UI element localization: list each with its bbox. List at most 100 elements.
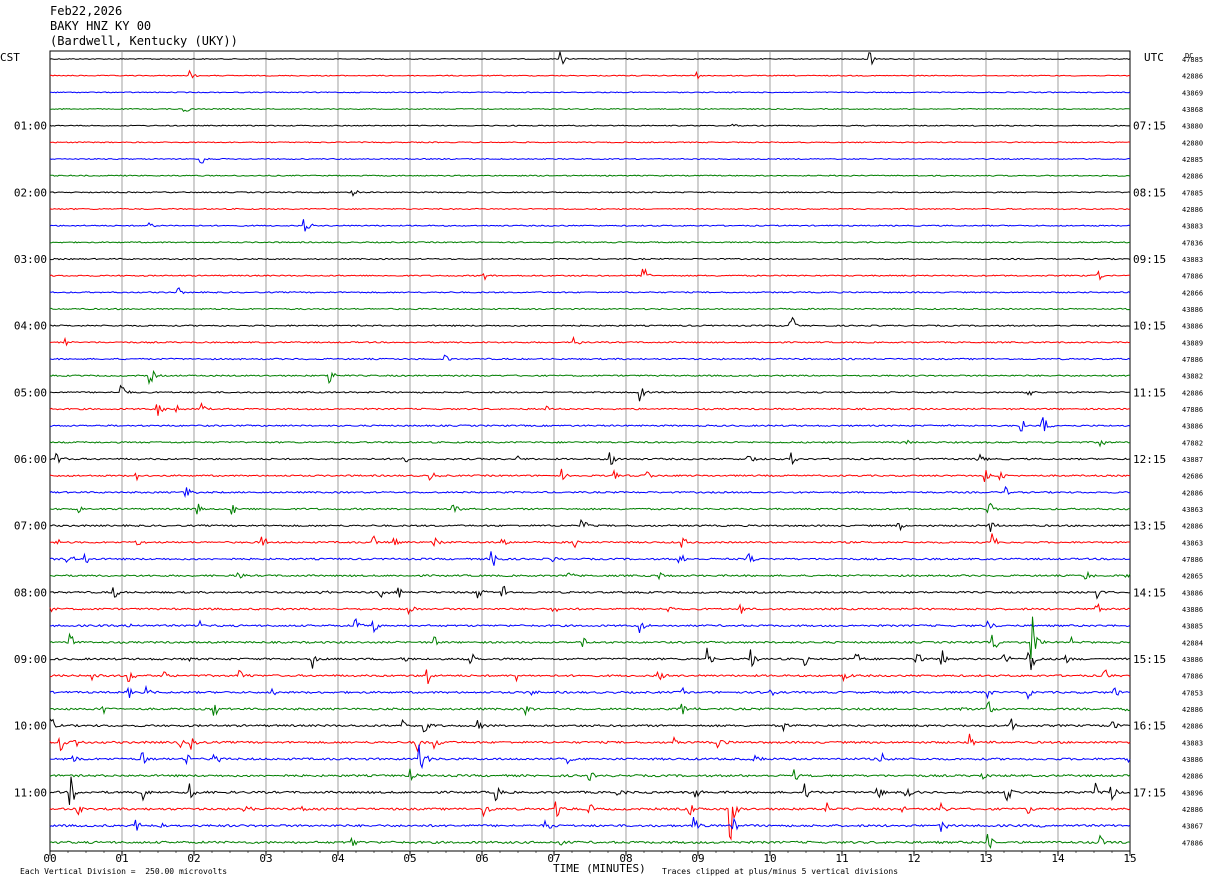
x-tick-label: 12 — [907, 852, 920, 865]
row-dc-value: 43886 — [1182, 656, 1203, 664]
x-tick-label: 00 — [43, 852, 56, 865]
trace-row-20 — [49, 384, 1130, 402]
trace-row-27 — [49, 502, 1131, 515]
row-dc-value: 42886 — [1182, 489, 1203, 497]
row-dc-value: 43868 — [1182, 106, 1203, 114]
row-dc-value: 43863 — [1182, 539, 1203, 547]
trace-row-38 — [49, 684, 1131, 701]
row-dc-value: 43883 — [1182, 223, 1203, 231]
row-dc-value: 42865 — [1182, 573, 1203, 581]
trace-row-39 — [49, 700, 1131, 717]
right-hour-label: 13:15 — [1133, 520, 1166, 533]
trace-row-26 — [49, 485, 1131, 499]
row-dc-value: 42884 — [1182, 639, 1203, 647]
left-hour-label: 10:00 — [14, 720, 47, 733]
row-dc-value: 42886 — [1182, 206, 1203, 214]
trace-row-35 — [49, 616, 1131, 659]
trace-row-16 — [49, 316, 1131, 327]
row-dc-value: 47886 — [1182, 556, 1203, 564]
trace-row-23 — [49, 439, 1131, 448]
trace-row-40 — [49, 718, 1131, 733]
right-hour-label: 12:15 — [1133, 453, 1166, 466]
x-tick-label: 08 — [619, 852, 632, 865]
left-hour-label: 05:00 — [14, 386, 47, 399]
row-dc-value: 43885 — [1182, 623, 1203, 631]
right-hour-label: 10:15 — [1133, 320, 1166, 333]
row-dc-value: 42886 — [1182, 173, 1203, 181]
row-dc-value: 43896 — [1182, 789, 1203, 797]
x-tick-label: 07 — [547, 852, 560, 865]
station-code: BAKY HNZ KY 00 — [50, 19, 152, 33]
trace-row-30 — [49, 551, 1131, 566]
row-dc-value: 47886 — [1182, 406, 1203, 414]
clip-note: Traces clipped at plus/minus 5 vertical … — [662, 867, 899, 876]
row-dc-value: 47882 — [1182, 439, 1203, 447]
row-dc-value: 42886 — [1182, 773, 1203, 781]
trace-row-24 — [49, 452, 1131, 466]
left-hour-label: 08:00 — [14, 586, 47, 599]
x-tick-label: 10 — [763, 852, 776, 865]
trace-row-6 — [49, 157, 1131, 164]
plot-date: Feb22,2026 — [50, 4, 123, 18]
x-tick-label: 03 — [259, 852, 272, 865]
trace-row-37 — [49, 669, 1131, 685]
row-dc-value: 47885 — [1182, 56, 1203, 64]
trace-row-29 — [50, 533, 1130, 549]
row-dc-value: 43883 — [1182, 256, 1203, 264]
x-tick-label: 02 — [187, 852, 200, 865]
right-hour-label: 16:15 — [1133, 720, 1166, 733]
row-dc-value: 42686 — [1182, 473, 1203, 481]
row-dc-value: 47886 — [1182, 273, 1203, 281]
trace-row-31 — [49, 570, 1131, 581]
row-dc-value: 43863 — [1182, 506, 1203, 514]
left-hour-label: 02:00 — [14, 186, 47, 199]
row-dc-value: 42880 — [1182, 139, 1203, 147]
trace-row-44 — [49, 776, 1131, 805]
dc-corner-label: DC — [1185, 52, 1193, 60]
row-dc-value: 47886 — [1182, 673, 1203, 681]
trace-row-43 — [49, 768, 1131, 782]
station-location: (Bardwell, Kentucky (UKY)) — [50, 34, 238, 48]
x-tick-label: 05 — [403, 852, 416, 865]
trace-row-15 — [50, 307, 1131, 311]
trace-row-36 — [49, 647, 1131, 671]
row-dc-value: 43886 — [1182, 423, 1203, 431]
trace-row-11 — [49, 241, 1131, 244]
row-dc-value: 43869 — [1182, 89, 1203, 97]
left-hour-label: 09:00 — [14, 653, 47, 666]
right-hour-label: 07:15 — [1133, 120, 1166, 133]
row-dc-value: 43882 — [1182, 373, 1203, 381]
trace-row-25 — [49, 468, 1130, 483]
trace-row-21 — [49, 402, 1131, 416]
x-tick-label: 06 — [475, 852, 488, 865]
row-dc-value: 43883 — [1182, 739, 1203, 747]
trace-row-28 — [50, 518, 1131, 532]
row-dc-value: 43867 — [1182, 823, 1203, 831]
row-dc-value: 43886 — [1182, 606, 1203, 614]
trace-row-19 — [49, 369, 1131, 386]
x-tick-label: 14 — [1051, 852, 1065, 865]
row-dc-value: 43887 — [1182, 456, 1203, 464]
row-dc-value: 47836 — [1182, 239, 1203, 247]
plot-frame — [49, 50, 1131, 852]
left-timezone-label: CST — [0, 51, 20, 64]
trace-row-18 — [49, 354, 1131, 361]
row-dc-value: 43880 — [1182, 123, 1203, 131]
trace-row-33 — [49, 603, 1131, 616]
x-tick-label: 13 — [979, 852, 992, 865]
trace-row-42 — [49, 744, 1131, 770]
x-tick-label: 01 — [115, 852, 128, 865]
x-tick-label: 04 — [331, 852, 345, 865]
row-dc-value: 43889 — [1182, 339, 1203, 347]
right-hour-label: 17:15 — [1133, 786, 1166, 799]
left-hour-label: 06:00 — [14, 453, 47, 466]
trace-row-3 — [49, 107, 1131, 113]
right-hour-label: 15:15 — [1133, 653, 1166, 666]
row-dc-value: 43886 — [1182, 589, 1203, 597]
right-hour-label: 09:15 — [1133, 253, 1166, 266]
trace-row-2 — [49, 91, 1131, 94]
row-dc-value: 43886 — [1182, 756, 1203, 764]
row-dc-value: 47885 — [1182, 189, 1203, 197]
trace-row-1 — [49, 69, 1131, 80]
